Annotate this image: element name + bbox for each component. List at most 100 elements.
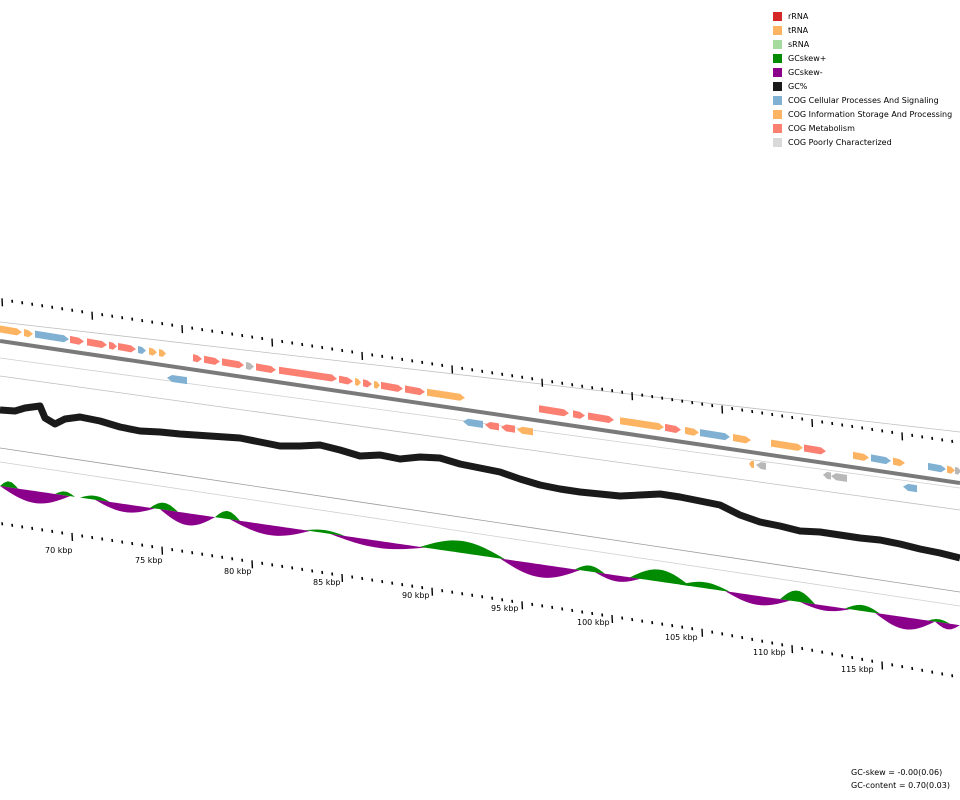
stats-panel: GC-skew = -0.00(0.06) GC-content = 0.70(… (851, 766, 950, 792)
trna-swatch (773, 25, 782, 35)
gene-arrow (700, 429, 730, 441)
legend-label: COG Information Storage And Processing (788, 109, 953, 119)
gene-arrow (749, 460, 754, 469)
axis-tick-label: 80 kbp (224, 567, 252, 576)
gc-skew-positive (215, 510, 240, 521)
gc-skew-positive (575, 565, 605, 574)
gene-arrow (771, 439, 803, 451)
gene-arrow (665, 423, 681, 434)
gc-skew-positive (780, 590, 815, 605)
cog-information-swatch (773, 109, 782, 119)
gc-percent-swatch (773, 81, 782, 91)
gene-arrow (87, 338, 107, 349)
legend-label: GCskew- (788, 67, 823, 77)
legend-label: rRNA (788, 11, 809, 21)
gene-arrow (685, 426, 699, 436)
gc-inner-guide (0, 447, 960, 593)
gene-arrow (0, 325, 22, 336)
gene-arrow (70, 335, 84, 345)
gene-arrow (573, 410, 585, 419)
gc-skew-negative (725, 591, 790, 606)
axis-tick-label: 115 kbp (841, 665, 874, 674)
gc-skew-stat: GC-skew = -0.00(0.06) (851, 768, 943, 777)
legend: rRNA tRNA sRNA GCskew+ GCskew- GC% COG C… (773, 9, 952, 149)
gene-arrow (109, 341, 117, 350)
cog-cellular-swatch (773, 95, 782, 105)
gene-arrow (35, 330, 69, 343)
gc-skew-negative (800, 602, 850, 612)
gene-arrow (149, 347, 157, 356)
gene-arrow (831, 473, 847, 482)
legend-item-gcskew-plus: GCskew+ (773, 51, 952, 65)
cog-inner-guide (0, 375, 960, 511)
axis-tick-label: 85 kbp (313, 578, 341, 587)
rrna-swatch (773, 11, 782, 21)
gene-arrow (517, 426, 533, 436)
gc-skew-negative (935, 621, 960, 630)
gc-skew-positive (928, 618, 950, 624)
gene-arrow (222, 358, 244, 369)
legend-label: GCskew+ (788, 53, 827, 63)
gc-skew-positive (55, 491, 75, 497)
gc-skew-negative (500, 558, 580, 578)
gene-arrow (204, 355, 220, 365)
gene-arrow (539, 405, 569, 417)
legend-label: COG Poorly Characterized (788, 137, 892, 147)
gene-arrow (928, 462, 946, 473)
gene-arrow (167, 374, 187, 385)
cog-poorly-swatch (773, 137, 782, 147)
gc-skew-positive (420, 540, 505, 560)
gene-arrow (339, 375, 353, 385)
gcskew-plus-swatch (773, 53, 782, 63)
gene-arrow (804, 444, 826, 455)
legend-item-gcskew-minus: GCskew- (773, 65, 952, 79)
cog-metabolism-swatch (773, 123, 782, 133)
gene-arrow (463, 418, 483, 428)
axis-tick-label: 105 kbp (665, 633, 698, 642)
skew-guide (0, 461, 960, 607)
gc-skew-negative (0, 486, 70, 504)
gene-arrow (138, 345, 146, 354)
axis-tick-label: 95 kbp (491, 604, 519, 613)
legend-item-gc-percent: GC% (773, 79, 952, 93)
backbone-line (0, 339, 960, 485)
axis-tick-label: 70 kbp (45, 546, 73, 555)
gene-arrow (853, 451, 869, 461)
gc-skew-positive (0, 481, 18, 489)
gene-arrow (118, 342, 136, 353)
gene-arrow (159, 349, 166, 357)
cog-outer-guide (0, 321, 960, 433)
gc-skew-negative (875, 612, 935, 630)
gcskew-minus-swatch (773, 67, 782, 77)
gc-skew-negative (595, 572, 640, 582)
axis-tick-label: 110 kbp (753, 648, 786, 657)
legend-label: GC% (788, 81, 808, 91)
legend-item-rrna: rRNA (773, 9, 952, 23)
gene-arrow (485, 422, 499, 431)
gene-arrow (405, 385, 425, 396)
gc-skew-negative (230, 519, 310, 536)
gene-arrow (893, 457, 905, 467)
gene-arrow (363, 379, 372, 388)
gene-arrow (588, 412, 614, 423)
legend-item-cog-information: COG Information Storage And Processing (773, 107, 952, 121)
gc-skew-negative (95, 499, 155, 513)
gc-skew-positive (680, 581, 730, 592)
legend-label: tRNA (788, 25, 809, 35)
gene-arrow (947, 465, 955, 474)
legend-item-cog-poorly: COG Poorly Characterized (773, 135, 952, 149)
gc-skew-positive (845, 604, 880, 614)
legend-label: sRNA (788, 39, 810, 49)
gene-arrow (256, 363, 276, 374)
gene-arrow (903, 483, 917, 493)
axis-tick-label: 90 kbp (402, 591, 430, 600)
gene-arrow (279, 366, 337, 382)
legend-label: COG Metabolism (788, 123, 855, 133)
legend-label: COG Cellular Processes And Signaling (788, 95, 939, 105)
legend-item-srna: sRNA (773, 37, 952, 51)
gene-arrow (620, 417, 664, 431)
gene-arrow (193, 354, 202, 363)
gc-skew-negative (160, 509, 215, 526)
axis-tick-label: 75 kbp (135, 556, 163, 565)
